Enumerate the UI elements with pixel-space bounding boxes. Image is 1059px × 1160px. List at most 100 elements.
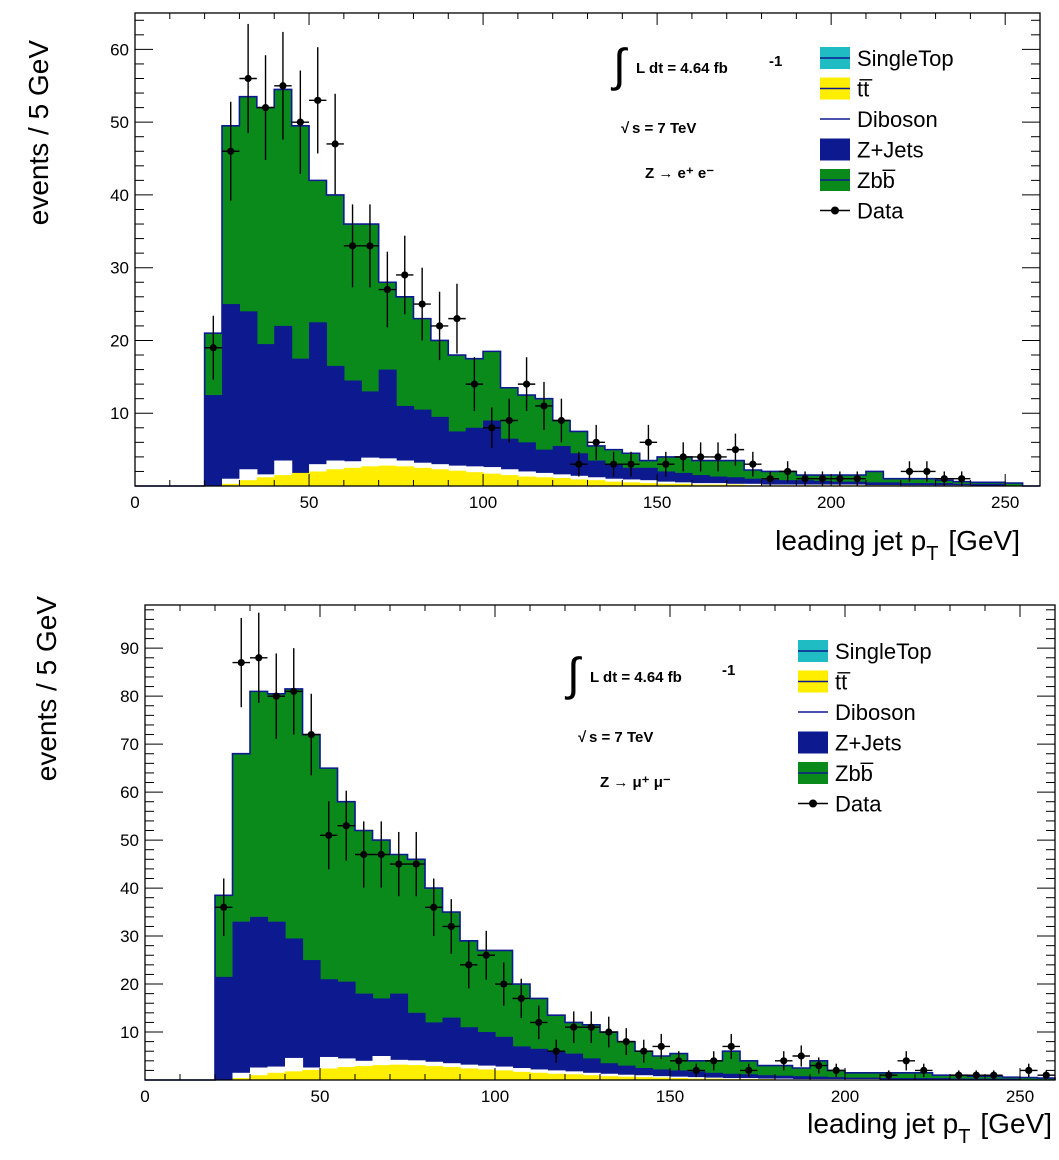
ttbar-bar — [309, 471, 327, 486]
data-point — [395, 860, 402, 867]
data-point — [610, 461, 617, 468]
y-tick-label: 80 — [120, 687, 139, 706]
legend-singletop-label: SingleTop — [857, 46, 954, 71]
lumi-exponent: -1 — [722, 662, 735, 679]
zjets-bar — [309, 322, 327, 486]
legend-zbb-label: Zbb̅ — [835, 761, 874, 786]
data-point — [710, 1057, 717, 1064]
data-point — [640, 1048, 647, 1055]
sqrt-sign: √ — [578, 729, 587, 746]
ttbar-bar — [553, 478, 571, 486]
data-point — [815, 1062, 822, 1069]
data-point — [430, 904, 437, 911]
lumi-text: L dt = 4.64 fb — [590, 669, 682, 686]
ttbar-bar — [460, 1068, 478, 1080]
data-point — [680, 453, 687, 460]
data-point — [401, 271, 408, 278]
data-point — [645, 439, 652, 446]
data-point — [767, 475, 774, 482]
y-tick-label: 10 — [120, 1023, 139, 1042]
data-point — [245, 75, 252, 82]
y-tick-label: 40 — [120, 879, 139, 898]
channel-label: Z → e⁺ e⁻ — [645, 165, 714, 182]
data-point — [471, 381, 478, 388]
data-point — [662, 461, 669, 468]
ttbar-bar — [274, 475, 292, 486]
zjets-bar — [257, 344, 275, 486]
data-point — [906, 468, 913, 475]
energy-text: s = 7 TeV — [632, 120, 696, 137]
ttbar-bar — [478, 1069, 496, 1080]
annotation-block: ∫ L dt = 4.64 fb -1 √ s = 7 TeV Z → e⁺ e… — [610, 39, 782, 182]
x-axis-title-sub: T — [958, 1126, 970, 1148]
ttbar-bar — [396, 466, 414, 486]
ttbar-bar — [518, 477, 536, 486]
ttbar-bar — [570, 479, 588, 486]
data-point — [714, 453, 721, 460]
x-axis-title: leading jet pT[GeV] — [775, 525, 1020, 565]
data-point — [384, 286, 391, 293]
y-tick-label: 50 — [110, 113, 129, 132]
y-tick-label: 60 — [110, 40, 129, 59]
data-point — [575, 461, 582, 468]
legend-data-marker — [809, 800, 817, 808]
zjets-bar — [233, 922, 251, 1080]
y-tick-label: 20 — [110, 331, 129, 350]
legend-singletop-label: SingleTop — [835, 639, 932, 664]
data-point — [332, 140, 339, 147]
data-point — [623, 1038, 630, 1045]
ttbar-bar — [448, 471, 466, 486]
y-tick-label: 10 — [110, 404, 129, 423]
ttbar-bar — [500, 475, 518, 486]
ttbar-bar — [548, 1074, 566, 1080]
data-point — [1025, 1067, 1032, 1074]
x-tick-label: 250 — [1006, 1087, 1034, 1106]
y-tick-label: 20 — [120, 975, 139, 994]
data-point — [308, 731, 315, 738]
data-point — [483, 952, 490, 959]
x-tick-label: 50 — [311, 1087, 330, 1106]
zjets-bar — [268, 922, 286, 1080]
data-point — [488, 424, 495, 431]
ttbar-bar — [379, 466, 397, 486]
x-tick-label: 150 — [656, 1087, 684, 1106]
data-point — [366, 242, 373, 249]
ttbar-bar — [344, 468, 362, 486]
zjets-bar — [205, 395, 223, 486]
data-point — [745, 1067, 752, 1074]
ttbar-bar — [483, 474, 501, 486]
data-point — [675, 1057, 682, 1064]
data-point — [923, 468, 930, 475]
legend-ttbar-label: tt̅ — [857, 77, 873, 102]
data-point — [605, 1028, 612, 1035]
zjets-bar — [215, 977, 233, 1080]
data-point — [588, 1024, 595, 1031]
ttbar-bar — [425, 1066, 443, 1080]
y-tick-label: 70 — [120, 735, 139, 754]
y-axis-title: events / 5 GeV — [23, 40, 54, 226]
ttbar-bar — [413, 468, 431, 486]
ttbar-bar — [588, 480, 606, 486]
x-axis-title-sub: T — [926, 543, 938, 565]
data-point — [279, 82, 286, 89]
y-tick-label: 30 — [110, 259, 129, 278]
data-point — [518, 995, 525, 1002]
data-point — [593, 439, 600, 446]
data-point — [553, 1048, 560, 1055]
data-point — [436, 322, 443, 329]
x-axis-title-main: leading jet p — [775, 525, 926, 556]
integral-sign: ∫ — [610, 39, 628, 91]
data-point — [558, 417, 565, 424]
data-point — [941, 475, 948, 482]
y-tick-label: 30 — [120, 927, 139, 946]
data-point — [540, 402, 547, 409]
data-point — [262, 104, 269, 111]
ttbar-bar — [257, 477, 275, 486]
